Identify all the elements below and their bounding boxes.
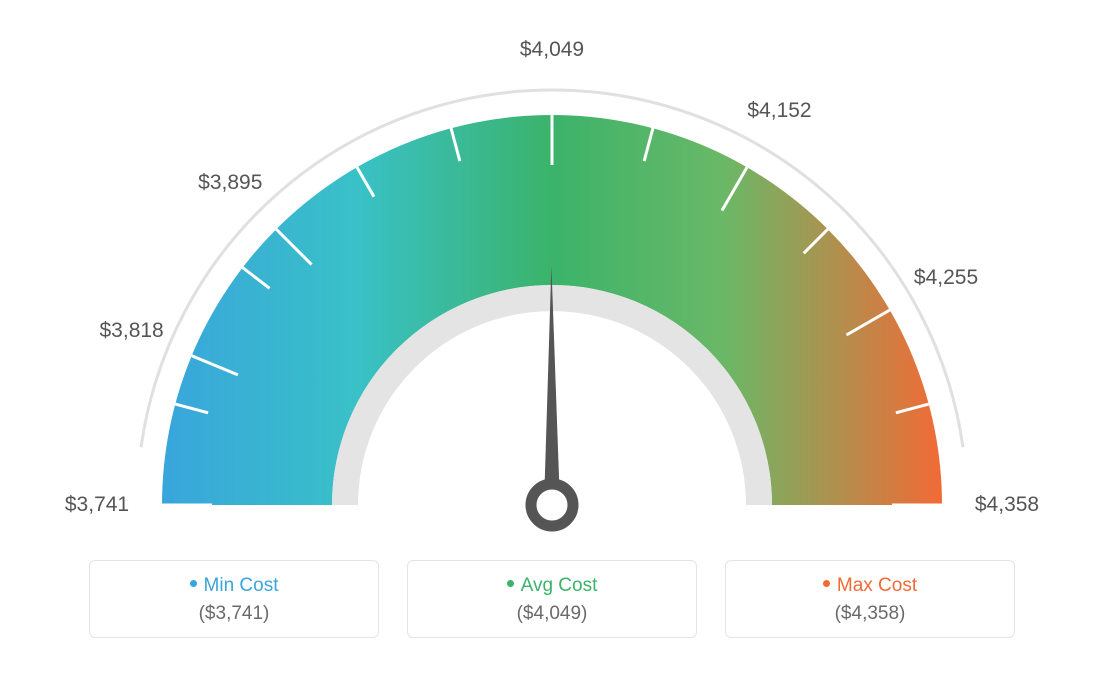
legend-title: Avg Cost xyxy=(408,575,696,597)
gauge-tick-label: $4,049 xyxy=(520,38,584,62)
legend-row: Min Cost ($3,741) Avg Cost ($4,049) Max Cost… xyxy=(0,560,1104,638)
gauge-tick-label: $3,895 xyxy=(198,171,262,195)
legend-box: Avg Cost ($4,049) xyxy=(407,560,697,638)
gauge-tick-label: $4,152 xyxy=(747,99,811,123)
legend-dot-icon xyxy=(190,580,197,587)
legend-label: Avg Cost xyxy=(521,575,598,596)
legend-title: Min Cost xyxy=(90,575,378,597)
legend-label: Min Cost xyxy=(204,575,279,596)
gauge-tick-label: $3,818 xyxy=(100,319,164,343)
legend-label: Max Cost xyxy=(837,575,917,596)
legend-dot-icon xyxy=(507,580,514,587)
gauge-chart: $3,741 $3,818 $3,895 $4,049 $4,152 $4,255 $4,3… xyxy=(0,0,1104,560)
gauge-tick-label: $4,358 xyxy=(975,493,1039,517)
legend-title: Max Cost xyxy=(726,575,1014,597)
legend-value: ($3,741) xyxy=(90,603,378,625)
legend-dot-icon xyxy=(823,580,830,587)
legend-value: ($4,358) xyxy=(726,603,1014,625)
legend-box: Min Cost ($3,741) xyxy=(89,560,379,638)
legend-value: ($4,049) xyxy=(408,603,696,625)
gauge-hub xyxy=(531,484,573,526)
legend-box: Max Cost ($4,358) xyxy=(725,560,1015,638)
gauge-tick-label: $3,741 xyxy=(65,493,129,517)
gauge-tick-label: $4,255 xyxy=(914,266,978,290)
